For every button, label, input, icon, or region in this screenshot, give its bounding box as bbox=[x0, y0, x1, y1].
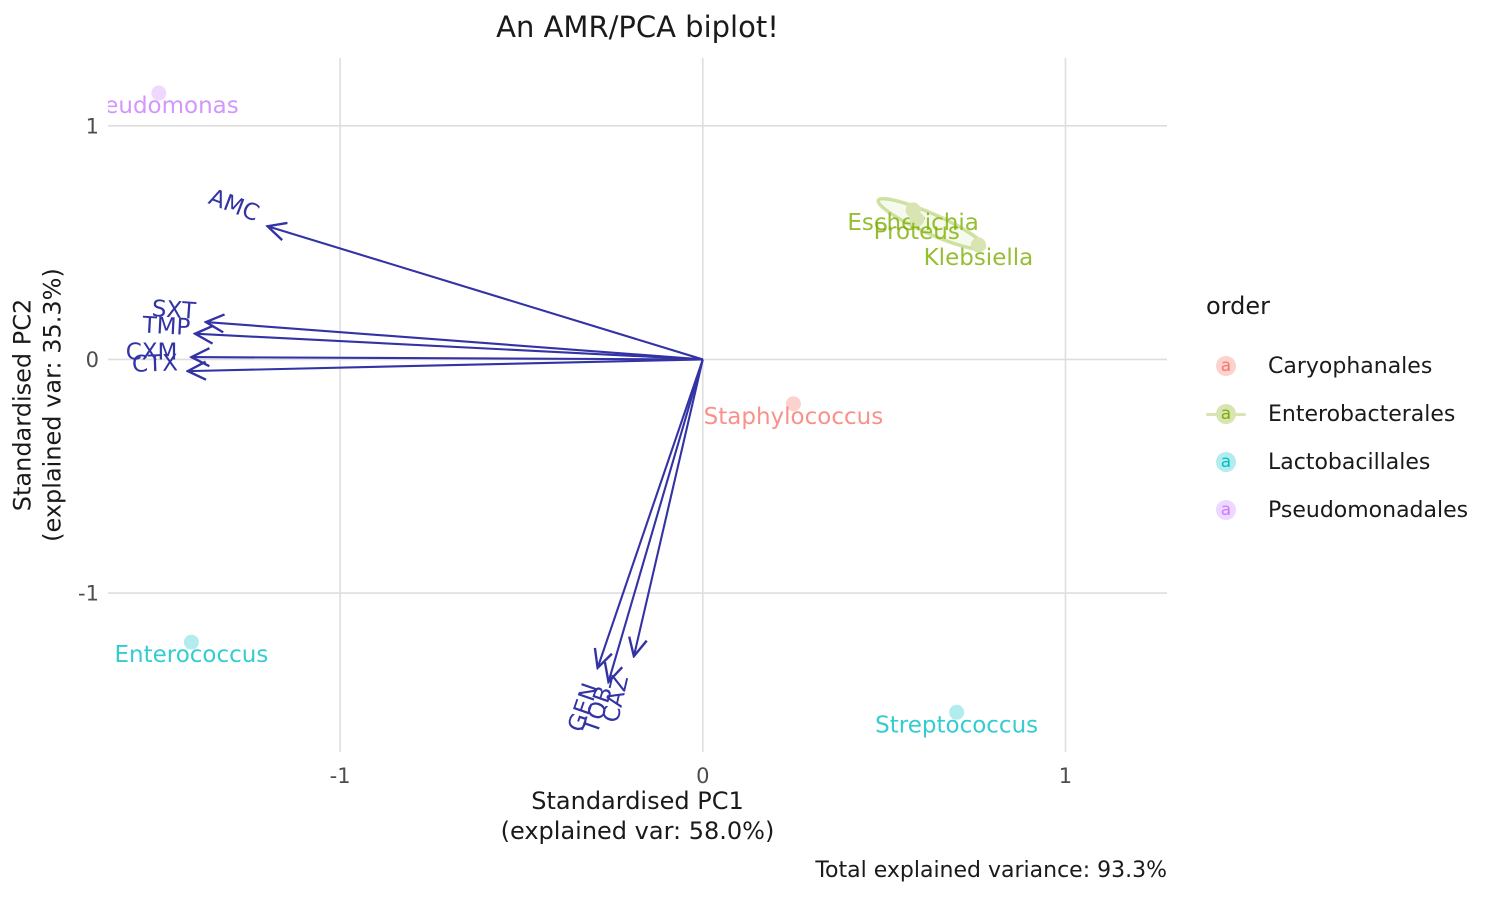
legend-item-caryophanales: a Caryophanales bbox=[1206, 342, 1468, 390]
legend-key-glyph: a bbox=[1220, 499, 1232, 520]
legend-item-pseudomonadales: a Pseudomonadales bbox=[1206, 486, 1468, 534]
legend-key: a bbox=[1206, 498, 1246, 522]
loading-label-amc: AMC bbox=[205, 184, 263, 227]
sample-label-streptococcus: Streptococcus bbox=[875, 712, 1038, 738]
loading-label-tmp: TMP bbox=[141, 312, 191, 341]
sample-label-proteus: Proteus bbox=[874, 219, 960, 245]
x-tick-label--1: -1 bbox=[330, 764, 351, 788]
legend-key: a bbox=[1206, 450, 1246, 474]
sample-point-klebsiella bbox=[970, 237, 986, 253]
sample-label-enterococcus: Enterococcus bbox=[114, 642, 268, 668]
total-variance-caption: Total explained variance: 93.3% bbox=[815, 858, 1167, 883]
legend: order a Caryophanales a Enterobacterales… bbox=[1206, 292, 1468, 534]
loading-arrow-sxt bbox=[206, 322, 703, 361]
chart-title: An AMR/PCA biplot! bbox=[496, 10, 779, 44]
axis-tick-labels: -1 0 1 -1 0 1 bbox=[78, 114, 1072, 788]
sample-point-pseudomonas bbox=[151, 85, 167, 101]
loading-arrow-cxm bbox=[191, 357, 703, 359]
legend-label: Pseudomonadales bbox=[1268, 497, 1469, 523]
legend-key-point-icon: a bbox=[1216, 500, 1236, 520]
legend-title: order bbox=[1206, 292, 1270, 320]
loading-arrow-ctx bbox=[188, 358, 703, 371]
y-tick-label-0: 0 bbox=[86, 348, 99, 372]
y-axis-label-line1: Standardised PC2 bbox=[8, 298, 37, 512]
sample-point-enterococcus bbox=[183, 634, 199, 650]
legend-items: a Caryophanales a Enterobacterales a Lac… bbox=[1206, 342, 1468, 534]
legend-key-point-icon: a bbox=[1216, 356, 1236, 376]
y-axis-label-line2: (explained var: 35.3%) bbox=[39, 268, 67, 542]
sample-point-proteus bbox=[909, 211, 925, 227]
loading-arrow-gen bbox=[598, 359, 704, 667]
x-tick-label-1: 1 bbox=[1059, 764, 1072, 788]
loading-arrow-amc bbox=[268, 226, 704, 361]
sample-point-streptococcus bbox=[949, 704, 965, 720]
legend-key-glyph: a bbox=[1220, 403, 1232, 424]
y-tick-label--1: -1 bbox=[78, 582, 99, 606]
x-axis-label: Standardised PC1 (explained var: 58.0%) bbox=[108, 786, 1167, 847]
legend-key: a bbox=[1206, 402, 1246, 426]
loading-label-ctx: CTX bbox=[132, 350, 179, 378]
data-layer: PseudomonasEscherichiaProteusKlebsiellaS… bbox=[79, 85, 1038, 738]
loading-label-caz: CAZ bbox=[598, 673, 634, 725]
legend-label: Lactobacillales bbox=[1268, 449, 1431, 475]
y-tick-label-1: 1 bbox=[86, 114, 99, 138]
legend-label: Caryophanales bbox=[1268, 353, 1433, 379]
legend-item-enterobacterales: a Enterobacterales bbox=[1206, 390, 1468, 438]
grid-layer bbox=[108, 58, 1167, 752]
sample-label-pseudomonas: Pseudomonas bbox=[79, 93, 239, 119]
y-axis-label: Standardised PC2 (explained var: 35.3%) bbox=[8, 268, 69, 542]
x-tick-label-0: 0 bbox=[696, 764, 709, 788]
legend-key-point-icon: a bbox=[1216, 452, 1236, 472]
loading-label-sxt: SXT bbox=[151, 296, 198, 325]
loading-arrow-tob bbox=[608, 359, 704, 681]
sample-label-klebsiella: Klebsiella bbox=[924, 245, 1034, 271]
legend-key-point-icon: a bbox=[1216, 404, 1236, 424]
loading-label-cxm: CXM bbox=[126, 339, 178, 365]
sample-label-staphylococcus: Staphylococcus bbox=[704, 404, 884, 430]
legend-key: a bbox=[1206, 354, 1246, 378]
legend-key-glyph: a bbox=[1220, 355, 1232, 376]
legend-key-glyph: a bbox=[1220, 451, 1232, 472]
legend-item-lactobacillales: a Lactobacillales bbox=[1206, 438, 1468, 486]
loading-arrow-caz bbox=[634, 359, 704, 656]
legend-label: Enterobacterales bbox=[1268, 401, 1456, 427]
loading-arrow-tmp bbox=[195, 334, 703, 361]
x-axis-label-line1: Standardised PC1 bbox=[531, 787, 744, 815]
sample-point-staphylococcus bbox=[785, 396, 801, 412]
x-axis-label-line2: (explained var: 58.0%) bbox=[500, 817, 775, 846]
